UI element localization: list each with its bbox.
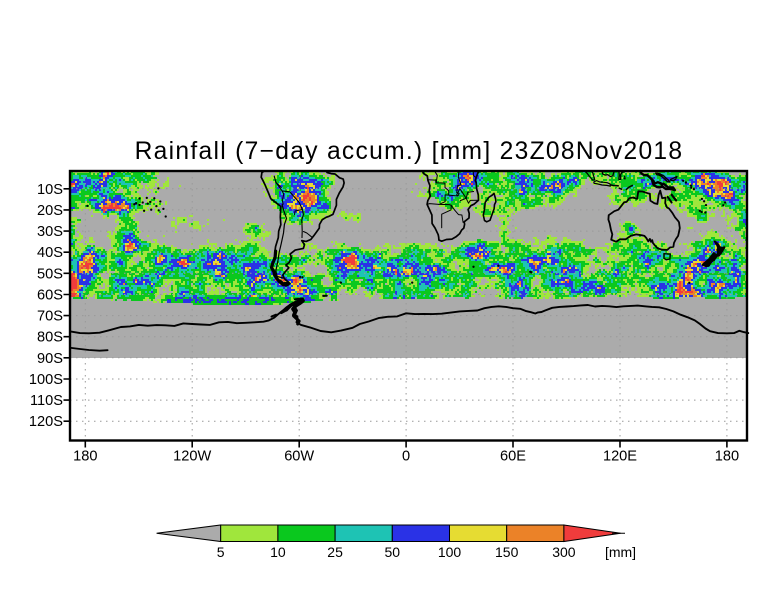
- svg-text:60S: 60S: [37, 288, 63, 304]
- svg-text:Rainfall (7−day accum.) [mm] 2: Rainfall (7−day accum.) [mm] 23Z08Nov201…: [135, 138, 684, 165]
- svg-text:20S: 20S: [37, 203, 63, 219]
- svg-text:110S: 110S: [30, 393, 63, 409]
- svg-text:120S: 120S: [29, 414, 63, 430]
- svg-text:100S: 100S: [29, 372, 63, 388]
- svg-text:50: 50: [385, 544, 401, 560]
- svg-text:180: 180: [73, 449, 97, 465]
- svg-text:150: 150: [495, 544, 519, 560]
- svg-text:25: 25: [327, 544, 343, 560]
- svg-text:80S: 80S: [37, 330, 63, 346]
- svg-text:70S: 70S: [37, 309, 63, 325]
- svg-text:60E: 60E: [500, 449, 526, 465]
- svg-text:0: 0: [402, 449, 410, 465]
- svg-text:[mm]: [mm]: [605, 544, 636, 560]
- svg-text:180: 180: [715, 449, 739, 465]
- svg-text:120E: 120E: [603, 449, 637, 465]
- svg-text:50S: 50S: [37, 266, 63, 282]
- svg-text:5: 5: [217, 544, 225, 560]
- svg-text:30S: 30S: [37, 224, 63, 240]
- svg-text:10: 10: [270, 544, 286, 560]
- svg-text:300: 300: [552, 544, 576, 560]
- svg-text:120W: 120W: [173, 449, 211, 465]
- svg-text:40S: 40S: [37, 245, 63, 261]
- svg-text:90S: 90S: [37, 351, 63, 367]
- svg-text:60W: 60W: [284, 449, 314, 465]
- svg-text:100: 100: [438, 544, 462, 560]
- svg-text:10S: 10S: [37, 182, 63, 198]
